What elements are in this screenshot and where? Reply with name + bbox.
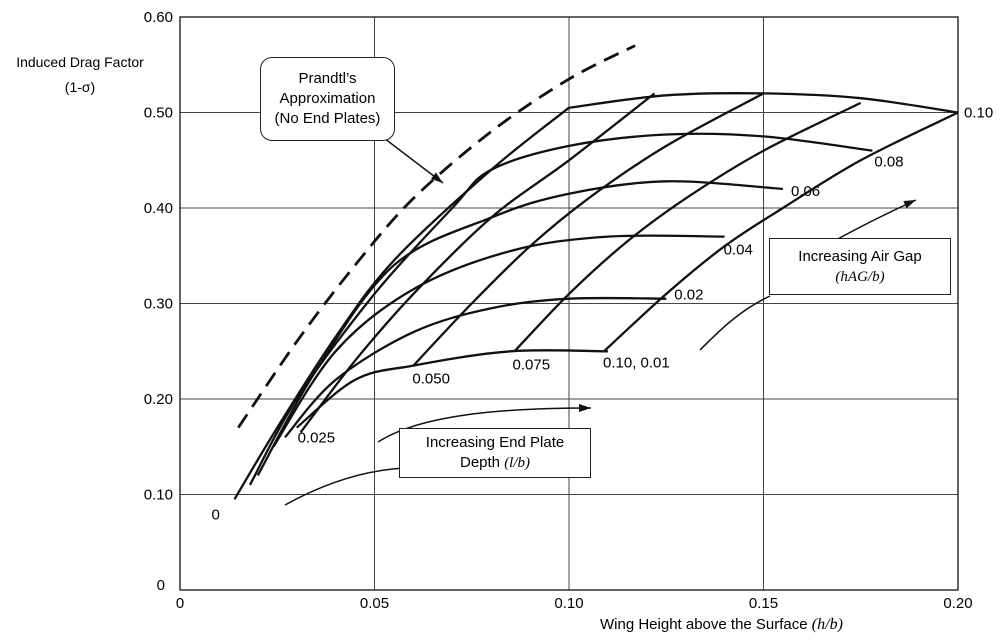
x-tick-label: 0 bbox=[176, 595, 184, 612]
end-plate-symbol: (l/b) bbox=[504, 455, 531, 471]
end-plate-label-0050: 0.050 bbox=[412, 371, 450, 388]
end-plate-line1: Increasing End Plate bbox=[425, 434, 565, 451]
end-plate-arrow-upper bbox=[377, 407, 592, 443]
x-tick-label: 0.15 bbox=[749, 595, 778, 612]
air-gap-curve-0 bbox=[295, 349, 608, 429]
air-gap-arrow-lower bbox=[699, 295, 771, 351]
plot-frame bbox=[179, 16, 959, 591]
x-axis-title-text: Wing Height above the Surface bbox=[600, 616, 808, 633]
end-plate-label-010-001: 0.10, 0.01 bbox=[603, 354, 670, 371]
air-gap-arrow-upper-head bbox=[903, 200, 916, 209]
prandtl-curve bbox=[237, 44, 636, 429]
prandtl-pointer-arrow-head bbox=[431, 172, 443, 183]
curves bbox=[233, 91, 959, 500]
end-plate-depth-text: Depth bbox=[459, 454, 501, 471]
air-gap-curve-1 bbox=[284, 296, 667, 438]
end-plate-depth-curve-1 bbox=[299, 92, 656, 434]
y-tick-label: 0.40 bbox=[144, 200, 173, 217]
prandtl-line1: Prandtl’s bbox=[298, 70, 357, 87]
air-gap-label-002: 0.02 bbox=[674, 287, 703, 304]
grid bbox=[180, 17, 958, 590]
prandtl-approximation-line bbox=[237, 44, 636, 429]
end-plate-label-0025: 0.025 bbox=[298, 429, 336, 446]
end-plate-arrow-upper-head bbox=[579, 404, 591, 412]
x-axis-title-symbol: (h/b) bbox=[811, 616, 843, 633]
curve-labels: 0 0.025 0.050 0.075 0.10, 0.01 0.02 0.04 0.06 0.… bbox=[211, 105, 993, 524]
air-gap-label-004: 0.04 bbox=[724, 242, 753, 259]
y-tick-label: 0 bbox=[157, 577, 165, 594]
air-gap-label-010: 0.10 bbox=[964, 105, 993, 122]
air-gap-annotation-box: Increasing Air Gap (hAG/b) bbox=[769, 238, 951, 295]
y-axis-title-line1: Induced Drag Factor bbox=[16, 54, 144, 70]
end-plate-depth-curve-4 bbox=[603, 111, 959, 353]
end-plate-line2: Depth (l/b) bbox=[400, 453, 590, 473]
end-plate-depth-curve-2 bbox=[412, 92, 765, 367]
x-tick-label: 0.20 bbox=[943, 595, 972, 612]
prandtl-line2: Approximation bbox=[279, 90, 376, 107]
air-gap-curve-4 bbox=[248, 132, 873, 486]
y-tick-label: 0.50 bbox=[144, 105, 173, 122]
x-tick-label: 0.10 bbox=[554, 595, 583, 612]
ticks: 0 0.05 0.10 0.15 0.20 0 0.10 0.20 0.30 0.40 0.50 0.… bbox=[144, 9, 973, 612]
y-tick-label: 0.10 bbox=[144, 487, 173, 504]
end-plate-depth-curve-0 bbox=[233, 106, 570, 500]
air-gap-label-008: 0.08 bbox=[874, 154, 903, 171]
end-plate-annotation-box: Increasing End Plate Depth (l/b) bbox=[399, 428, 591, 478]
air-gap-curve-2 bbox=[272, 234, 725, 448]
prandtl-line3: (No End Plates) bbox=[274, 110, 381, 127]
end-plate-label-0075: 0.075 bbox=[513, 356, 551, 373]
air-gap-line1: Increasing Air Gap bbox=[798, 247, 922, 265]
end-plate-depth-curve-3 bbox=[513, 101, 862, 353]
air-gap-label-006: 0.06 bbox=[791, 183, 820, 200]
y-tick-label: 0.60 bbox=[144, 9, 173, 26]
air-gap-curve-5 bbox=[568, 91, 959, 114]
y-axis-title-line2: (1-σ) bbox=[64, 79, 96, 95]
plot-border bbox=[179, 16, 959, 591]
air-gap-symbol: (hAG/b) bbox=[835, 268, 885, 285]
y-tick-label: 0.30 bbox=[144, 296, 173, 313]
prandtl-annotation-box: Prandtl’s Approximation (No End Plates) bbox=[260, 57, 395, 141]
end-plate-arrow-lower bbox=[284, 467, 405, 506]
x-axis-title: Wing Height above the Surface (h/b) bbox=[600, 616, 843, 634]
y-axis-title: Induced Drag Factor (1-σ) bbox=[0, 50, 160, 100]
end-plate-label-0: 0 bbox=[211, 506, 219, 523]
y-tick-label: 0.20 bbox=[144, 391, 173, 408]
prandtl-pointer-arrow bbox=[379, 134, 444, 184]
x-tick-label: 0.05 bbox=[360, 595, 389, 612]
